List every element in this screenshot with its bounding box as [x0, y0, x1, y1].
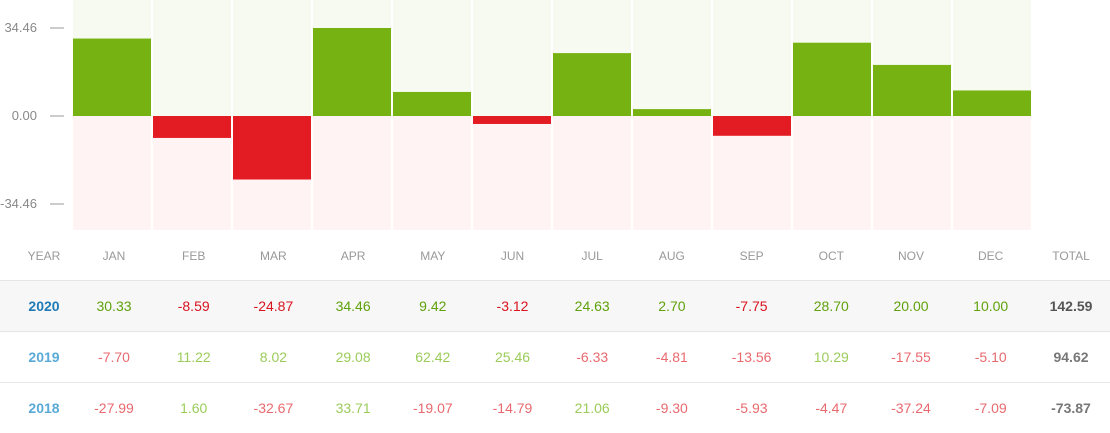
month-value-cell: 29.08	[335, 349, 371, 365]
bar-mar	[233, 116, 311, 180]
bar-dec	[953, 90, 1031, 116]
month-value-cell: 28.70	[813, 298, 849, 314]
month-value-cell: 30.33	[96, 298, 132, 314]
month-value-cell: 1.60	[180, 400, 208, 416]
year-cell: 2019	[28, 349, 60, 365]
month-value-cell: -4.47	[815, 400, 848, 416]
bar-jul	[553, 53, 631, 116]
column-bg-negative	[393, 116, 471, 230]
column-bg-negative	[873, 116, 951, 230]
column-bg-negative	[73, 116, 151, 230]
bar-sep	[713, 116, 791, 136]
month-value-cell: 21.06	[574, 400, 610, 416]
month-value-cell: 10.29	[813, 349, 849, 365]
bar-apr	[313, 28, 391, 116]
table-row: 2018 -27.99 1.60 -32.67 33.71 -19.07 -14.79 21.…	[0, 382, 1110, 433]
month-value-cell: -3.12	[496, 298, 529, 314]
month-value-cell: 34.46	[335, 298, 371, 314]
column-bg-positive	[233, 0, 311, 116]
month-value-cell: -7.09	[974, 400, 1007, 416]
column-bg-negative	[313, 116, 391, 230]
column-bg-negative	[553, 116, 631, 230]
total-cell: 142.59	[1049, 298, 1093, 314]
column-bg-negative	[953, 116, 1031, 230]
month-value-cell: -8.59	[177, 298, 210, 314]
bar-may	[393, 91, 471, 116]
month-value-cell: -37.24	[891, 400, 931, 416]
monthly-returns-chart: 34.46 0.00 -34.46	[0, 0, 1031, 230]
year-cell: 2020	[28, 298, 60, 314]
column-header-oct: OCT	[818, 249, 844, 263]
month-value-cell: 24.63	[574, 298, 610, 314]
column-header-apr: APR	[340, 249, 366, 263]
table-row: 2019 -7.70 11.22 8.02 29.08 62.42 25.46 -6.33 -4…	[0, 331, 1110, 382]
month-value-cell: 2.70	[658, 298, 686, 314]
monthly-returns-table: YEAR JAN FEB MAR APR MAY JUN JUL AUG SEP OCT NOV DEC…	[0, 232, 1110, 433]
bar-aug	[633, 109, 711, 116]
month-value-cell: 9.42	[419, 298, 447, 314]
month-value-cell: -14.79	[492, 400, 533, 416]
month-value-cell: 11.22	[176, 349, 211, 365]
bar-jan	[73, 38, 151, 116]
total-cell: 94.62	[1053, 349, 1089, 365]
table-row: 2020 30.33 -8.59 -24.87 34.46 9.42 -3.12 24.63 2…	[0, 280, 1110, 331]
month-value-cell: -24.87	[253, 298, 294, 314]
column-bg-positive	[633, 0, 711, 116]
year-cell: 2018	[28, 400, 60, 416]
month-value-cell: 10.00	[973, 298, 1009, 314]
month-value-cell: -7.75	[735, 298, 768, 314]
bar-chart-svg: 34.46 0.00 -34.46	[0, 0, 1031, 230]
month-value-cell: -5.10	[974, 349, 1007, 365]
month-value-cell: -17.55	[891, 349, 931, 365]
month-value-cell: 8.02	[259, 349, 288, 365]
y-tick-label: -34.46	[0, 196, 37, 211]
month-value-cell: 25.46	[494, 349, 531, 365]
column-bg-positive	[473, 0, 551, 116]
column-header-may: MAY	[420, 249, 446, 263]
column-header-feb: FEB	[182, 249, 206, 263]
column-header-jun: JUN	[500, 249, 525, 263]
month-value-cell: -19.07	[412, 400, 453, 416]
month-value-cell: -13.56	[731, 349, 772, 365]
bar-jun	[473, 116, 551, 124]
month-value-cell: -7.70	[98, 349, 130, 365]
total-cell: -73.87	[1051, 400, 1091, 416]
column-header-dec: DEC	[978, 249, 1004, 263]
column-header-aug: AUG	[658, 249, 685, 263]
column-header-nov: NOV	[897, 249, 925, 263]
month-value-cell: -27.99	[94, 400, 134, 416]
column-header-year: YEAR	[27, 249, 61, 263]
month-value-cell: 33.71	[335, 400, 371, 416]
month-value-cell: -4.81	[655, 349, 688, 365]
bar-feb	[153, 116, 231, 138]
column-bg-positive	[713, 0, 791, 116]
column-header-sep: SEP	[739, 249, 764, 263]
column-header-jul: JUL	[581, 249, 603, 263]
bar-nov	[873, 64, 951, 116]
column-bg-negative	[633, 116, 711, 230]
column-header-jan: JAN	[102, 249, 126, 263]
month-value-cell: -6.33	[576, 349, 609, 365]
month-value-cell: 20.00	[893, 298, 929, 314]
y-tick-label: 0.00	[12, 108, 37, 123]
month-value-cell: 62.42	[415, 349, 451, 365]
month-value-cell: -9.30	[655, 400, 688, 416]
month-value-cell: -32.67	[253, 400, 294, 416]
month-value-cell: -5.93	[735, 400, 768, 416]
column-header-mar: MAR	[260, 249, 287, 263]
column-header-total: TOTAL	[1052, 249, 1090, 263]
bar-oct	[793, 42, 871, 116]
y-tick-label: 34.46	[4, 20, 37, 35]
column-bg-positive	[153, 0, 231, 116]
table-header-row: YEAR JAN FEB MAR APR MAY JUN JUL AUG SEP OCT NOV DEC…	[0, 232, 1110, 280]
column-bg-negative	[473, 116, 551, 230]
column-bg-negative	[793, 116, 871, 230]
